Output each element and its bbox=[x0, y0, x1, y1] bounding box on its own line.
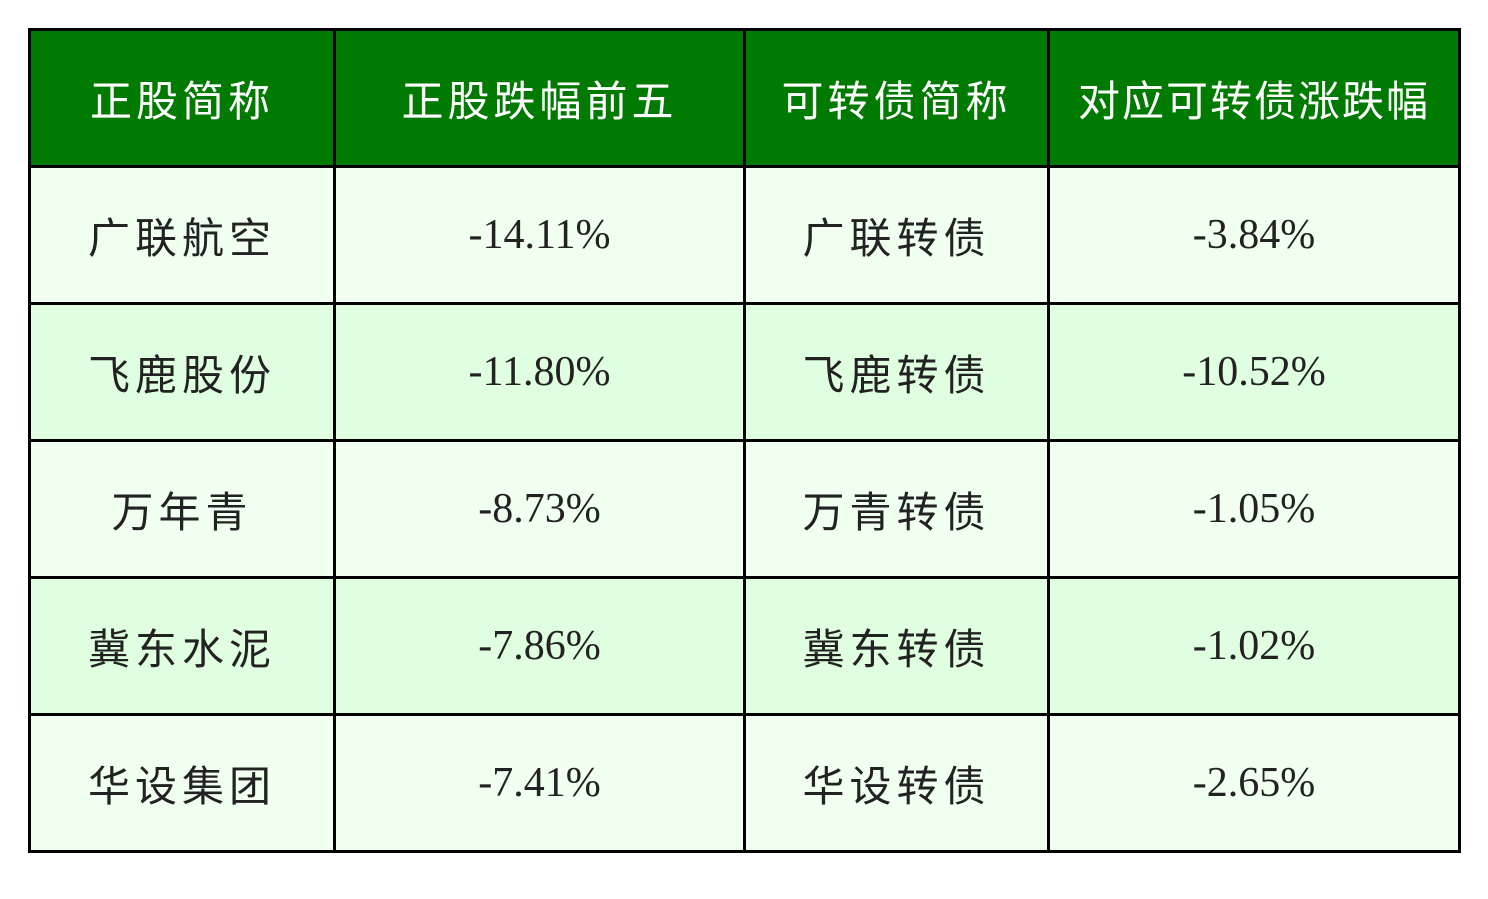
cell-bond-change: -2.65% bbox=[1047, 713, 1461, 853]
cell-stock-drop: -7.41% bbox=[333, 713, 746, 853]
cell-bond-name: 华设转债 bbox=[743, 713, 1050, 853]
cell-stock-drop: -8.73% bbox=[333, 439, 746, 579]
cell-stock-drop: -7.86% bbox=[333, 576, 746, 716]
table-row: 广联航空 -14.11% 广联转债 -3.84% bbox=[28, 165, 1461, 305]
cell-bond-name: 万青转债 bbox=[743, 439, 1050, 579]
header-stock-drop: 正股跌幅前五 bbox=[333, 28, 746, 168]
table-row: 万年青 -8.73% 万青转债 -1.05% bbox=[28, 439, 1461, 579]
table-row: 冀东水泥 -7.86% 冀东转债 -1.02% bbox=[28, 576, 1461, 716]
table-row: 华设集团 -7.41% 华设转债 -2.65% bbox=[28, 713, 1461, 853]
table-row: 飞鹿股份 -11.80% 飞鹿转债 -10.52% bbox=[28, 302, 1461, 442]
cell-stock-drop: -11.80% bbox=[333, 302, 746, 442]
cell-stock-name: 飞鹿股份 bbox=[28, 302, 336, 442]
header-row: 正股简称 正股跌幅前五 可转债简称 对应可转债涨跌幅 bbox=[28, 28, 1461, 168]
cell-stock-name: 万年青 bbox=[28, 439, 336, 579]
cell-bond-change: -1.05% bbox=[1047, 439, 1461, 579]
cell-bond-name: 广联转债 bbox=[743, 165, 1050, 305]
header-bond-change: 对应可转债涨跌幅 bbox=[1047, 28, 1461, 168]
cell-bond-change: -10.52% bbox=[1047, 302, 1461, 442]
stock-bond-table: 正股简称 正股跌幅前五 可转债简称 对应可转债涨跌幅 广联航空 -14.11% 广联… bbox=[28, 28, 1461, 853]
header-bond-name: 可转债简称 bbox=[743, 28, 1050, 168]
cell-stock-name: 冀东水泥 bbox=[28, 576, 336, 716]
cell-bond-change: -3.84% bbox=[1047, 165, 1461, 305]
cell-bond-name: 飞鹿转债 bbox=[743, 302, 1050, 442]
cell-bond-name: 冀东转债 bbox=[743, 576, 1050, 716]
cell-stock-name: 华设集团 bbox=[28, 713, 336, 853]
cell-bond-change: -1.02% bbox=[1047, 576, 1461, 716]
cell-stock-drop: -14.11% bbox=[333, 165, 746, 305]
cell-stock-name: 广联航空 bbox=[28, 165, 336, 305]
header-stock-name: 正股简称 bbox=[28, 28, 336, 168]
